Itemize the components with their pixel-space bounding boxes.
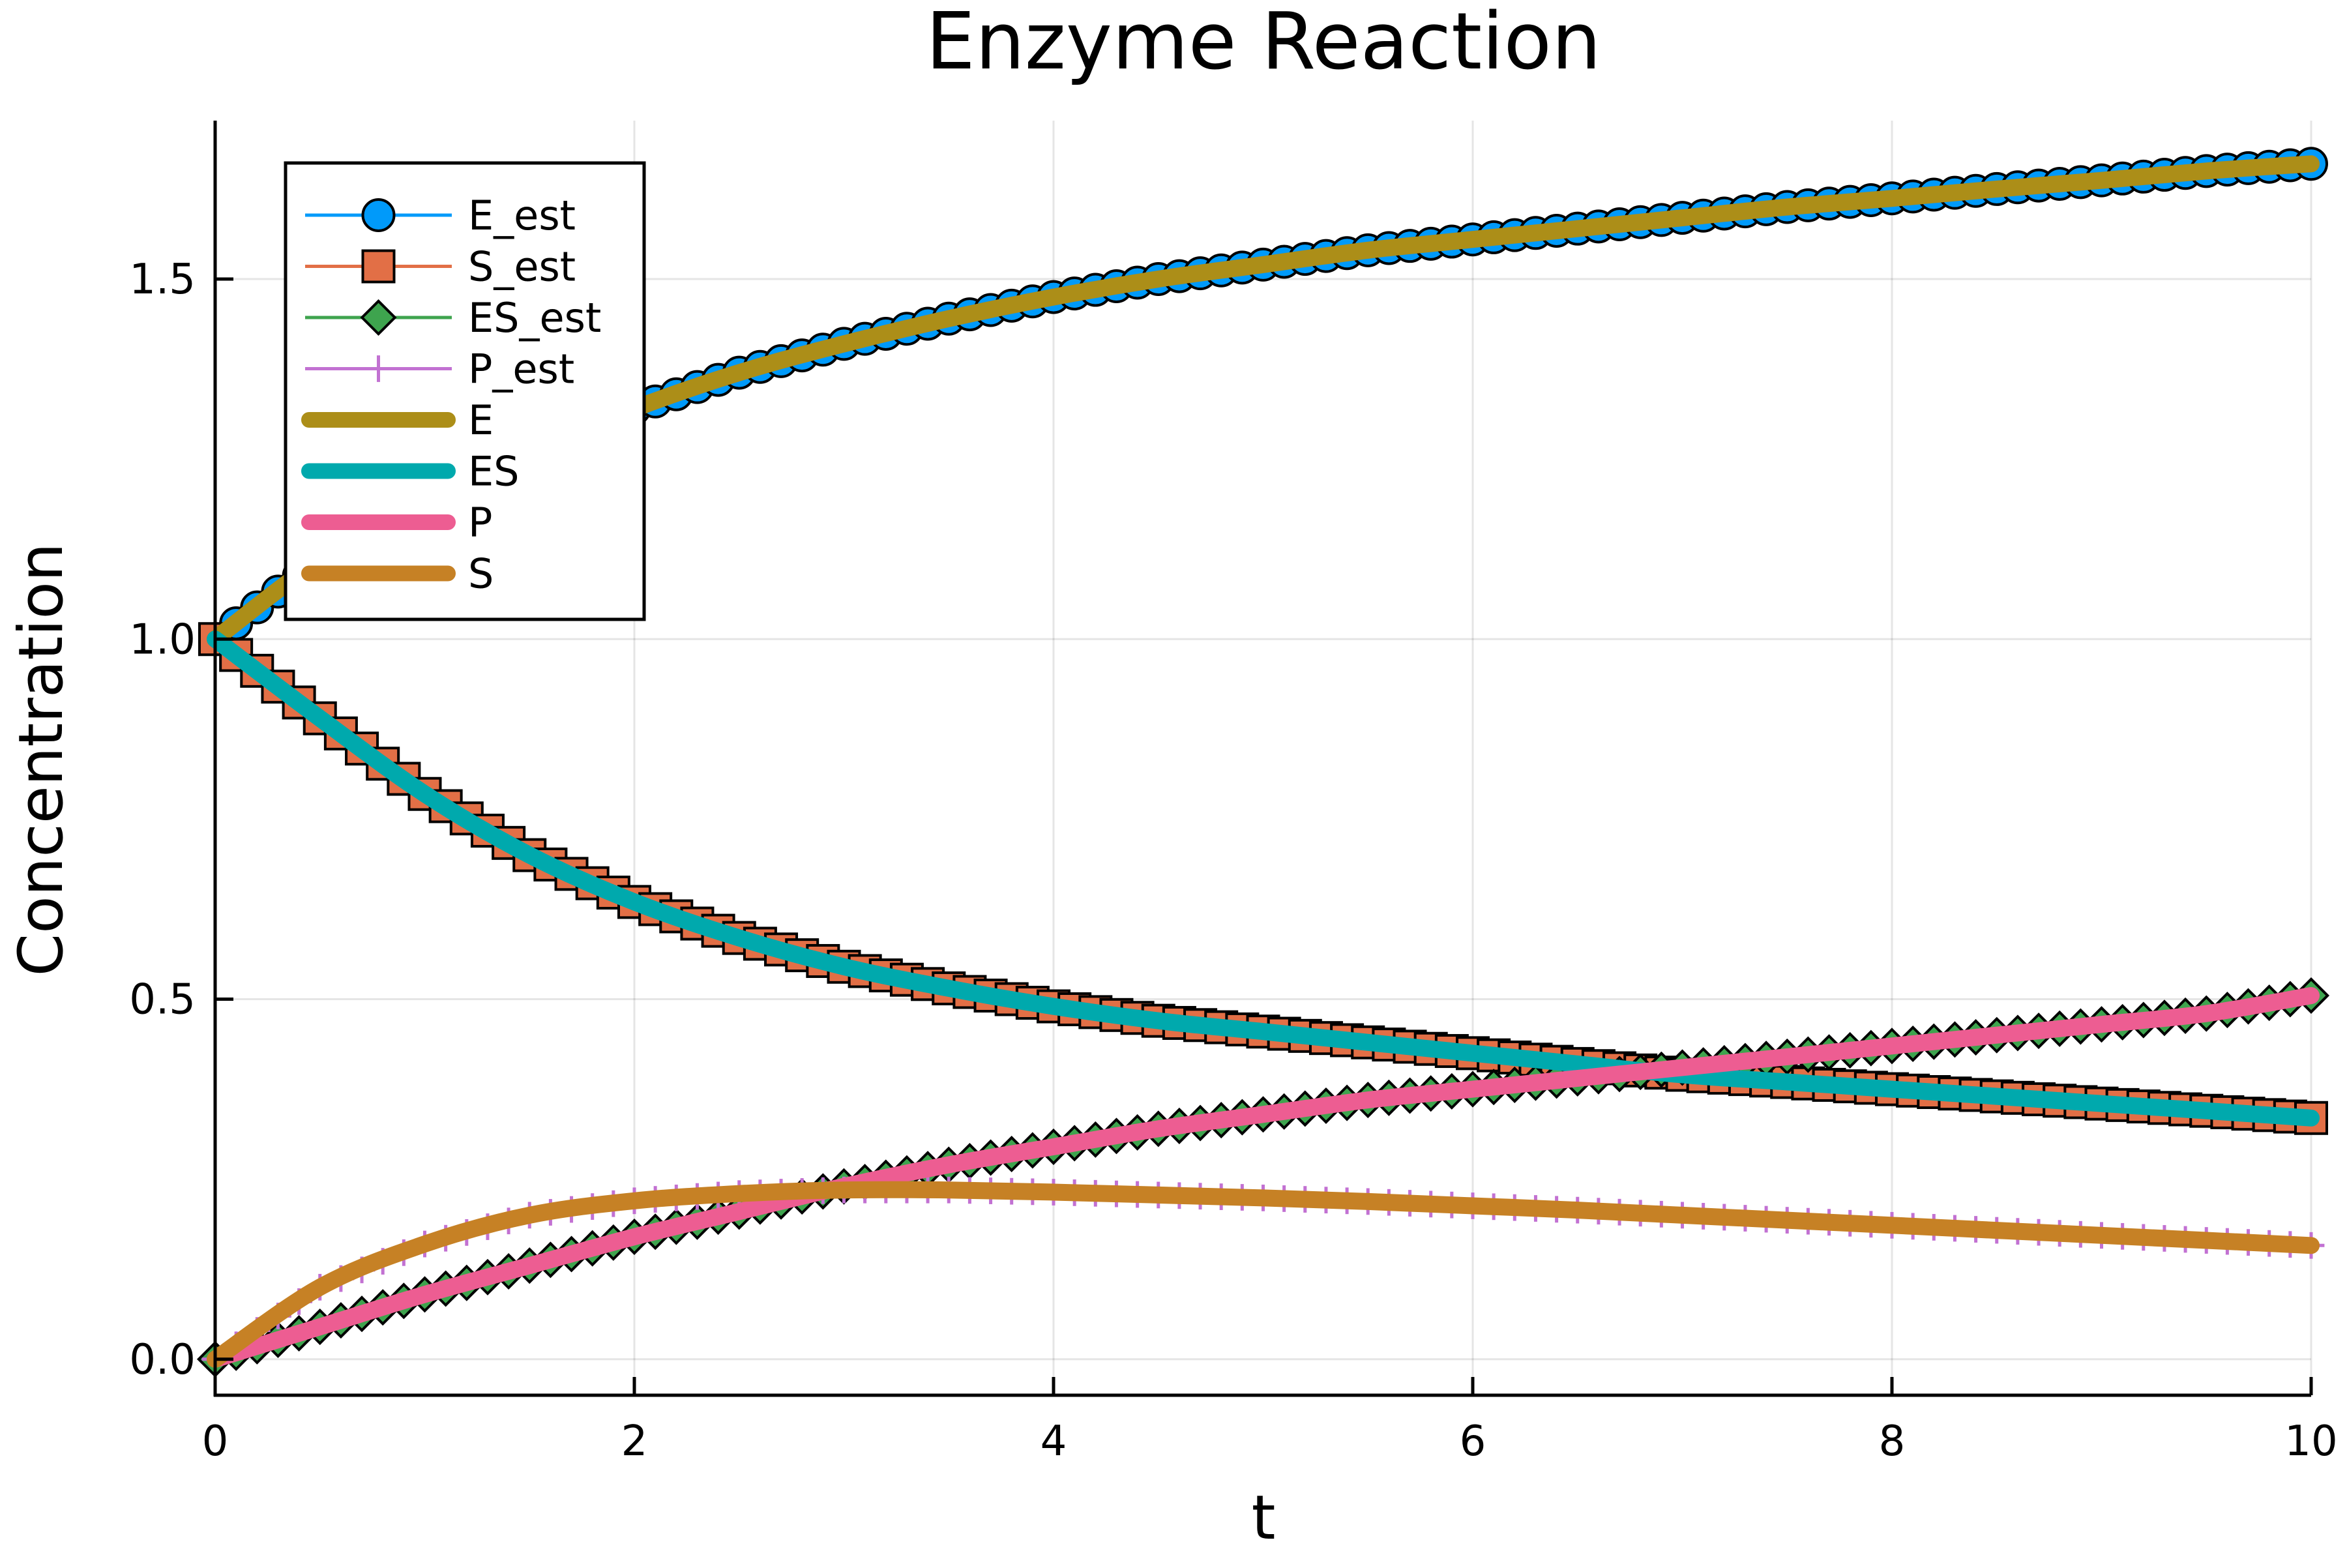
legend-marker-sample (361, 249, 396, 284)
legend-label: E_est (468, 192, 576, 239)
chart-title: Enzyme Reaction (926, 0, 1601, 87)
y-tick-label: 0.0 (129, 1336, 196, 1384)
series-line-p (207, 987, 2320, 1368)
x-tick-label: 6 (1460, 1417, 1486, 1466)
legend-label: ES_est (468, 294, 601, 342)
legend-item-s-est: S_est (305, 243, 576, 291)
legend-label: ES (468, 448, 520, 496)
x-tick-label: 4 (1041, 1417, 1067, 1466)
x-tick-label: 10 (2284, 1417, 2337, 1466)
legend-marker-sample (360, 299, 397, 336)
legend-marker-sample (365, 355, 392, 382)
y-axis-label: Concentration (6, 543, 77, 977)
legend-item-es-est: ES_est (305, 294, 601, 342)
x-tick-label: 0 (202, 1417, 229, 1466)
legend-label: S (468, 550, 494, 598)
legend-item-es: ES (301, 448, 520, 496)
series-line-s (207, 1181, 2320, 1368)
axes: 0 2 4 6 8 10 0.0 0.5 1.0 1.5 (129, 121, 2338, 1466)
series-line-es (207, 630, 2320, 1127)
y-tick-label: 1.0 (129, 615, 196, 664)
legend-item-e: E (301, 396, 494, 444)
y-tick-label: 1.5 (129, 256, 196, 304)
x-tick-label: 2 (621, 1417, 648, 1466)
legend-marker-sample (361, 198, 396, 232)
legend-item-p-est: P_est (305, 346, 574, 393)
x-tick-label: 8 (1879, 1417, 1906, 1466)
legend-item-p: P (301, 499, 492, 546)
y-tick-label: 0.5 (129, 976, 196, 1024)
x-axis-label: t (1252, 1483, 1276, 1554)
series-layer (196, 147, 2330, 1378)
legend-item-s: S (301, 550, 494, 598)
legend-label: S_est (468, 243, 576, 291)
legend-label: P (468, 499, 492, 546)
legend-item-e-est: E_est (305, 192, 576, 239)
legend-label: P_est (468, 346, 574, 393)
legend-box (284, 161, 646, 621)
legend-label: E (468, 396, 494, 444)
